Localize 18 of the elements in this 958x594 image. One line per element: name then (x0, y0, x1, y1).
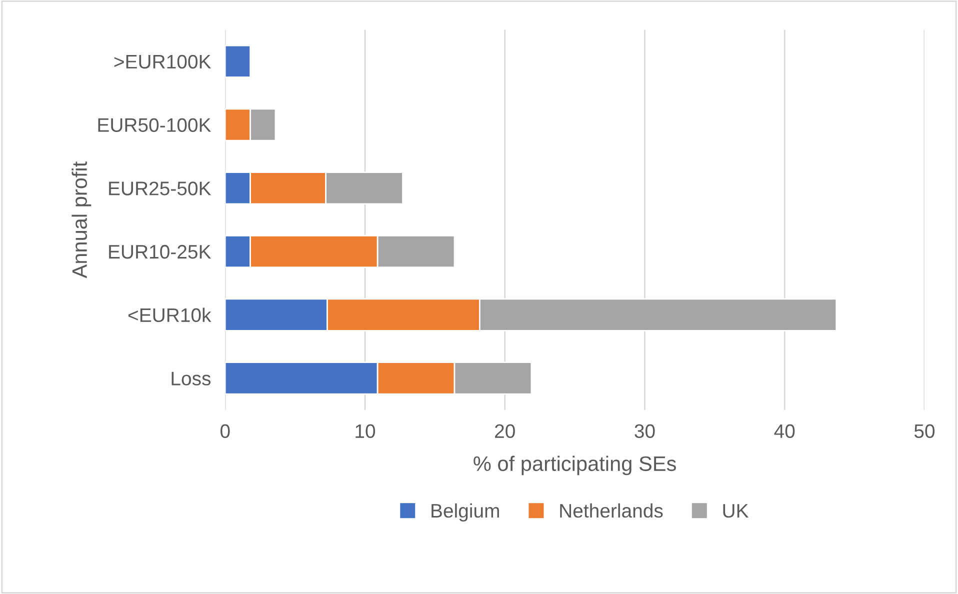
x-tick-label: 30 (634, 424, 655, 438)
x-tick-label: 20 (495, 424, 515, 438)
x-axis-title: % of participating SEs (474, 456, 676, 476)
bar (225, 44, 251, 78)
x-tick-label: 50 (914, 424, 935, 438)
legend-label: UK (723, 504, 749, 518)
y-tick-label: EUR50-100K (98, 118, 212, 132)
legend-label: Netherlands (560, 503, 663, 518)
y-tick-label: >EUR100K (114, 54, 212, 69)
y-axis-title: Annual profit (72, 161, 92, 278)
x-tick-label: 10 (356, 424, 376, 438)
y-tick-label: EUR25-50K (109, 182, 212, 196)
y-tick-label: <EUR10k (128, 308, 212, 322)
legend-label: Belgium (432, 503, 499, 522)
y-tick-label: EUR10-25K (109, 244, 212, 259)
x-tick-label: 40 (774, 424, 795, 438)
x-tick-label: 0 (220, 424, 230, 438)
y-tick-label: Loss (172, 372, 211, 386)
